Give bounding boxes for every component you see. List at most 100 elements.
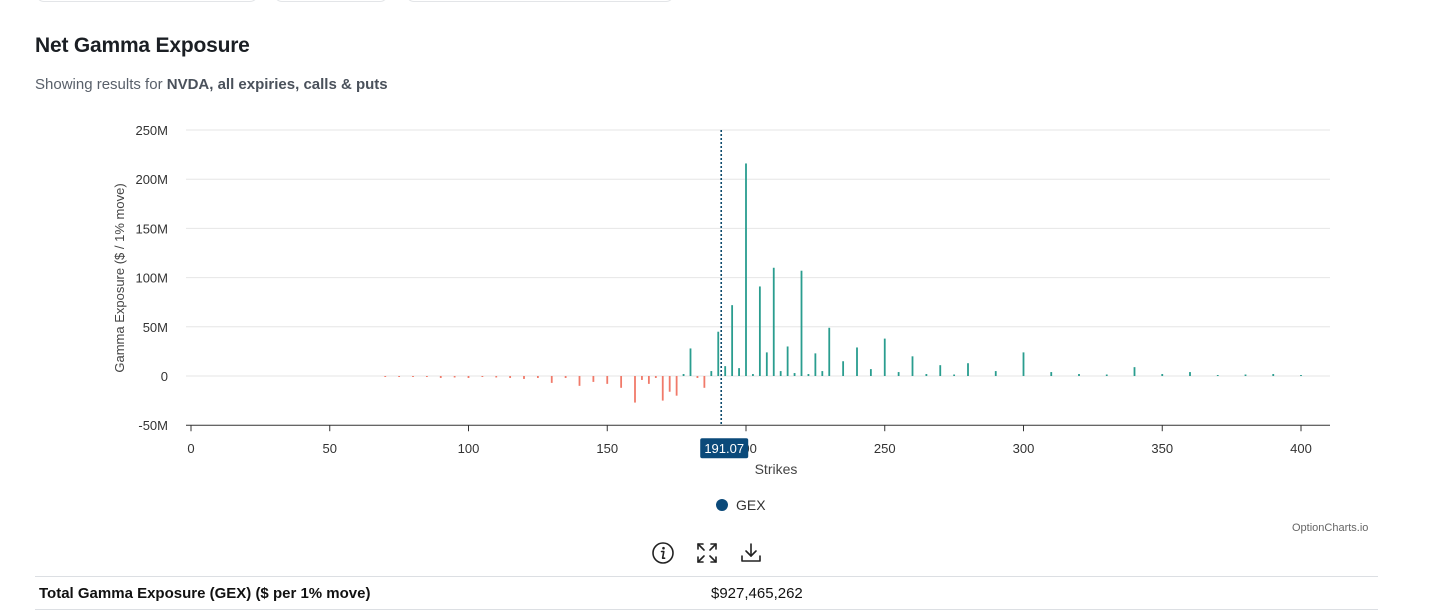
gex-bar	[1105, 374, 1108, 376]
gex-bar	[925, 374, 928, 376]
gex-bar	[425, 376, 428, 377]
gex-bar	[495, 376, 498, 378]
gex-bar	[869, 369, 872, 376]
gex-bar	[578, 376, 581, 386]
bars-layer	[384, 163, 1302, 403]
gex-bar	[758, 286, 761, 376]
x-tick-label: 250	[874, 441, 896, 456]
info-icon	[652, 542, 674, 564]
fullscreen-button[interactable]	[694, 540, 720, 566]
gex-bar	[738, 368, 740, 376]
gex-bar	[592, 376, 595, 382]
gex-bar	[1022, 352, 1025, 376]
gex-bar	[883, 338, 886, 376]
gex-bar	[523, 376, 525, 379]
gex-bar	[1189, 372, 1191, 376]
gex-bar	[550, 376, 553, 383]
x-tick-label: 350	[1151, 441, 1173, 456]
gex-bar	[724, 366, 727, 376]
spot-price-label-bg	[700, 438, 749, 459]
gex-bar	[384, 376, 387, 377]
gex-bar	[536, 376, 539, 378]
legend-label: GEX	[736, 497, 766, 513]
gex-bar	[828, 327, 831, 376]
gex-bar	[620, 376, 623, 388]
x-tick-label: 50	[323, 441, 337, 456]
x-tick-label: 0	[187, 441, 194, 456]
gex-bar	[765, 352, 768, 376]
gex-bar	[1244, 374, 1247, 376]
gex-bar	[807, 374, 810, 376]
gex-bar	[911, 356, 914, 376]
gex-bar	[939, 365, 942, 376]
gex-bar	[772, 267, 775, 376]
fullscreen-icon	[697, 543, 717, 563]
gex-bar	[842, 361, 845, 376]
gex-bar	[647, 376, 650, 384]
gex-bar	[439, 376, 442, 378]
gex-bar	[1272, 374, 1275, 376]
download-button[interactable]	[738, 540, 764, 566]
gex-bar	[634, 376, 636, 403]
y-tick-label: -50M	[138, 418, 168, 433]
gex-bar	[994, 371, 997, 376]
gex-bar	[654, 376, 657, 378]
chart-toolbar	[650, 540, 764, 566]
gex-bar	[1300, 375, 1302, 377]
gex-bar	[412, 376, 414, 377]
gex-bar	[606, 376, 609, 384]
gex-bar	[564, 376, 567, 378]
gex-bar	[641, 376, 643, 380]
gex-bar	[1216, 375, 1219, 377]
x-tick-label: 400	[1290, 441, 1312, 456]
gex-bar	[1050, 372, 1053, 376]
gex-bar	[953, 374, 956, 376]
gex-bar	[467, 376, 470, 378]
gex-bar	[703, 376, 706, 388]
gex-bar	[661, 376, 664, 401]
gex-bar	[675, 376, 678, 396]
gex-bar	[1161, 374, 1164, 376]
gex-bar	[668, 376, 671, 392]
y-tick-label: 100M	[135, 271, 168, 286]
gex-bar	[509, 376, 512, 378]
total-gex-row: Total Gamma Exposure (GEX) ($ per 1% mov…	[35, 576, 1378, 610]
legend-dot	[716, 499, 728, 511]
gex-bar	[821, 371, 824, 376]
x-tick-label: 150	[596, 441, 618, 456]
x-tick-label: 300	[1013, 441, 1035, 456]
gex-bar	[814, 353, 817, 376]
info-button[interactable]	[650, 540, 676, 566]
x-axis-title: Strikes	[755, 461, 798, 477]
gex-bar	[745, 163, 747, 376]
total-gex-value: $927,465,262	[711, 584, 803, 602]
subtitle-selection: NVDA, all expiries, calls & puts	[166, 76, 388, 93]
grid-layer	[186, 129, 1330, 377]
gex-bar	[1133, 367, 1136, 376]
gex-bar	[786, 346, 789, 376]
gex-bar	[800, 270, 803, 376]
gex-bar	[453, 376, 456, 378]
gex-bar	[779, 371, 782, 376]
y-tick-label: 150M	[135, 221, 168, 236]
gex-bar	[717, 331, 720, 376]
y-axis-title: Gamma Exposure ($ / 1% move)	[112, 183, 127, 372]
gex-bar	[481, 376, 484, 377]
total-gex-label: Total Gamma Exposure (GEX) ($ per 1% mov…	[39, 584, 371, 602]
chart-credits[interactable]: OptionCharts.io	[1292, 522, 1369, 534]
gex-bar	[897, 372, 900, 376]
gex-bar	[752, 374, 754, 376]
subtitle-prefix: Showing results for	[35, 76, 167, 93]
y-tick-label: 0	[161, 369, 168, 384]
y-tick-label: 250M	[135, 123, 168, 138]
gex-bar	[967, 363, 969, 376]
gex-bar	[1078, 374, 1080, 376]
y-tick-label: 50M	[143, 320, 168, 335]
gex-bar	[682, 374, 685, 376]
x-tick-label: 100	[458, 441, 480, 456]
gex-bar	[731, 305, 734, 376]
chart-legend[interactable]: GEX	[716, 497, 766, 513]
spot-price-label: 191.07	[704, 441, 744, 456]
gex-bar	[710, 371, 713, 376]
